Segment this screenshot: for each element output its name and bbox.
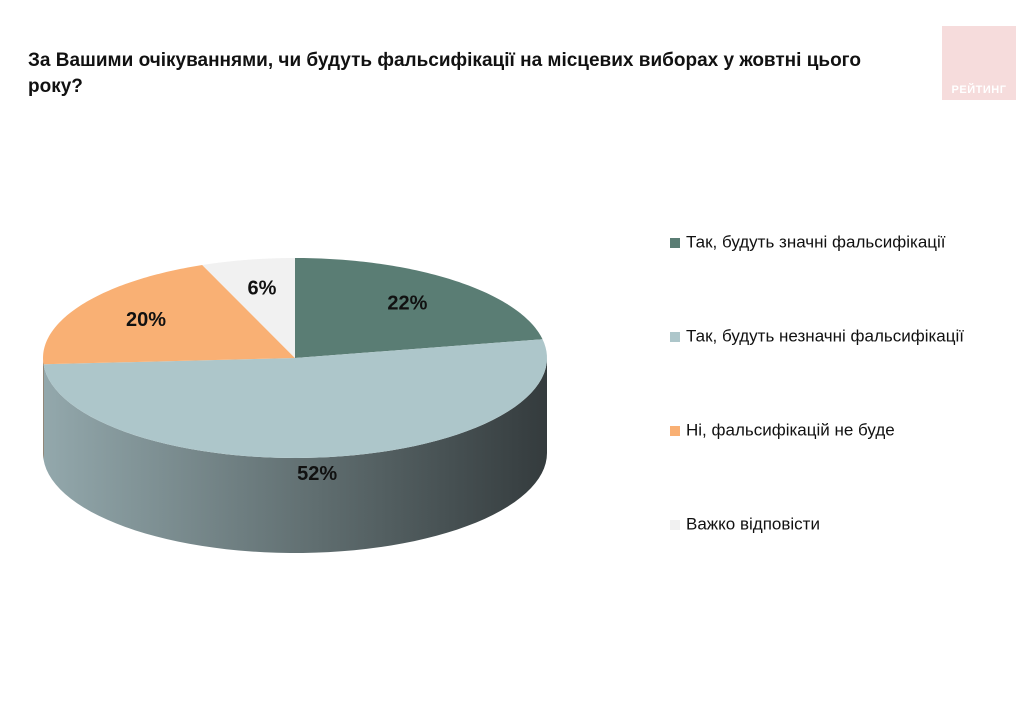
legend-swatch [670, 520, 680, 530]
logo-text: РЕЙТИНГ [951, 84, 1007, 96]
chart-title: За Вашими очікуваннями, чи будуть фальси… [28, 50, 861, 97]
legend-label: Так, будуть значні фальсифікації [686, 232, 946, 251]
data-label: 20% [126, 309, 166, 331]
slice [43, 265, 295, 365]
logo: РЕЙТИНГ [942, 26, 1016, 100]
legend-swatch [670, 426, 680, 436]
legend-label: Ні, фальсифікацій не буде [686, 420, 895, 439]
slice [295, 258, 543, 358]
slice-side [43, 358, 548, 553]
legend-label: Важко відповісти [686, 514, 820, 533]
data-label: 22% [387, 292, 427, 314]
slice [43, 339, 547, 458]
slice [202, 258, 295, 358]
legend-swatch [670, 238, 680, 248]
legend-swatch [670, 332, 680, 342]
legend-label: Так, будуть незначні фальсифікації [686, 326, 964, 345]
data-label: 52% [297, 463, 337, 485]
data-label: 6% [247, 278, 276, 300]
